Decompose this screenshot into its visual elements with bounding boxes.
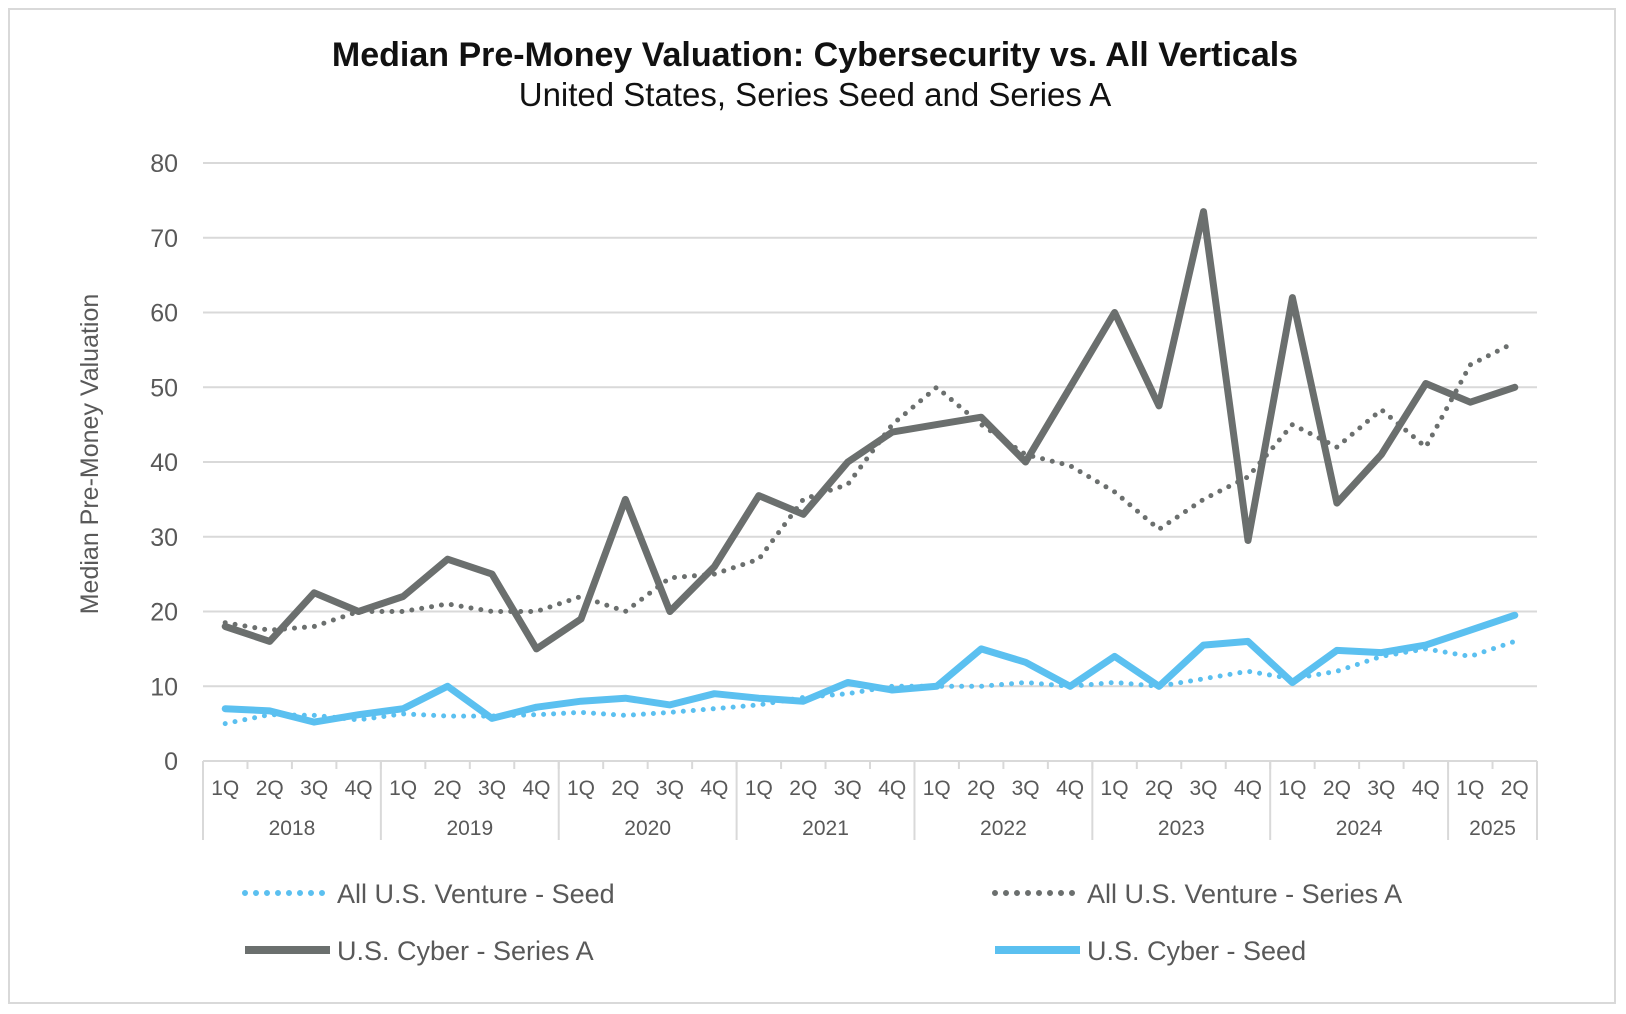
x-tick-label: 4Q — [700, 777, 728, 800]
y-tick-label: 10 — [150, 673, 178, 701]
x-tick-label: 1Q — [1101, 777, 1129, 800]
y-axis-ticks: 0 10 20 30 40 50 60 70 80 — [150, 150, 178, 776]
x-tick-label: 4Q — [1234, 777, 1262, 800]
y-tick-label: 50 — [150, 374, 178, 402]
y-tick-label: 30 — [150, 524, 178, 552]
series-lines — [221, 208, 1519, 727]
legend-label: U.S. Cyber - Series A — [337, 936, 594, 966]
x-tick-label: 3Q — [1012, 777, 1040, 800]
legend-label: All U.S. Venture - Series A — [1087, 879, 1402, 909]
series-line — [222, 638, 1518, 727]
x-tick-label: 1Q — [745, 777, 773, 800]
x-tick-label: 1Q — [923, 777, 951, 800]
x-tick-label: 2Q — [789, 777, 817, 800]
x-tick-label: 2Q — [434, 777, 462, 800]
series-line — [221, 208, 1519, 653]
x-tick-label: 4Q — [878, 777, 906, 800]
x-tick-label: 3Q — [1189, 777, 1217, 800]
x-tick-label: 3Q — [1367, 777, 1395, 800]
x-tick-label: 4Q — [345, 777, 373, 800]
x-tick-label: 2Q — [1501, 777, 1529, 800]
y-tick-label: 0 — [164, 748, 178, 776]
legend-label: U.S. Cyber - Seed — [1087, 936, 1306, 966]
x-tick-label: 4Q — [1056, 777, 1084, 800]
year-label: 2023 — [1158, 817, 1205, 840]
x-tick-label: 2Q — [1323, 777, 1351, 800]
x-tick-label: 2Q — [611, 777, 639, 800]
year-label: 2021 — [802, 817, 849, 840]
year-label: 2024 — [1336, 817, 1383, 840]
series-line — [221, 611, 1519, 726]
year-label: 2019 — [446, 817, 493, 840]
x-tick-label: 1Q — [1278, 777, 1306, 800]
x-tick-label: 3Q — [300, 777, 328, 800]
chart-subtitle: United States, Series Seed and Series A — [519, 76, 1112, 113]
legend: All U.S. Venture - Seed All U.S. Venture … — [242, 879, 1402, 966]
x-tick-label: 2Q — [256, 777, 284, 800]
chart-title: Median Pre-Money Valuation: Cybersecurit… — [332, 36, 1298, 74]
y-tick-label: 60 — [150, 300, 178, 328]
year-label: 2020 — [624, 817, 671, 840]
x-tick-label: 1Q — [389, 777, 417, 800]
x-tick-label: 2Q — [967, 777, 995, 800]
x-tick-label: 1Q — [1456, 777, 1484, 800]
y-tick-label: 70 — [150, 225, 178, 253]
x-tick-label: 1Q — [211, 777, 239, 800]
year-label: 2022 — [980, 817, 1027, 840]
y-tick-label: 40 — [150, 449, 178, 477]
x-tick-label: 4Q — [522, 777, 550, 800]
year-label: 2025 — [1469, 817, 1516, 840]
y-axis-label: Median Pre-Money Valuation — [76, 294, 104, 615]
x-tick-label: 4Q — [1412, 777, 1440, 800]
series-line — [222, 339, 1518, 633]
x-tick-label: 2Q — [1145, 777, 1173, 800]
y-tick-label: 80 — [150, 150, 178, 178]
x-tick-label: 3Q — [656, 777, 684, 800]
legend-label: All U.S. Venture - Seed — [337, 879, 615, 909]
x-tick-label: 1Q — [567, 777, 595, 800]
x-axis: 1Q 2Q 3Q 4Q 1Q 2Q 3Q 4Q 1Q 2Q 3Q 4Q 1Q 2Q 3Q 4Q 1Q 2Q 3Q 4Q… — [202, 761, 1538, 840]
y-tick-label: 20 — [150, 599, 178, 627]
year-label: 2018 — [269, 817, 316, 840]
x-tick-label: 3Q — [478, 777, 506, 800]
x-tick-label: 3Q — [834, 777, 862, 800]
